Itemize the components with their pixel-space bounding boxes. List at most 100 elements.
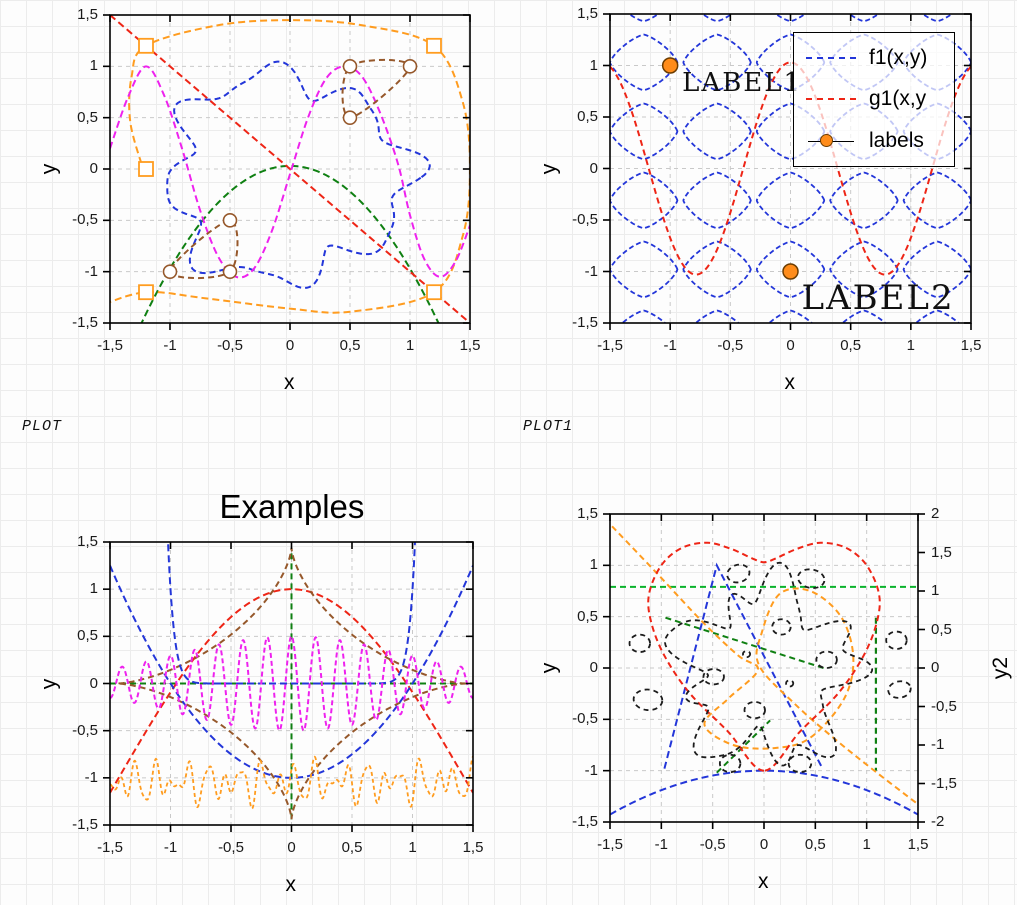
darkgreen-seg-a [665,616,824,669]
y-tick-label: 0,5 [577,607,598,625]
y-tick-label: -1,5 [572,314,598,331]
x-tick-label: 1,5 [960,337,982,354]
brown-circle-markers [342,59,358,74]
x-tick-label: 0 [285,337,295,354]
y2-tick-label: -2 [931,813,945,830]
brown-astroid [117,547,466,820]
legend[interactable]: f1(x,y) g1(x,y labels [793,32,955,167]
blue-bottom-arc [610,769,918,816]
y2-axis-label: y2 [989,656,1013,680]
g1-curve [610,61,971,276]
brown-circle-markers [342,110,358,125]
x-axis-label: x [285,873,297,896]
black-small-blobs [702,668,725,686]
black-small-blobs [887,680,912,699]
black-small-blobs [885,630,908,650]
label-dots [782,263,799,280]
x-tick-label: 0,5 [339,337,361,354]
black-small-blobs [718,753,742,774]
black-small-blobs [785,679,795,688]
orange-square-markers [138,284,154,301]
f1-contour-blobs [682,102,752,161]
brown-circle-markers [222,264,238,279]
plot-canvas [103,541,474,832]
legend-marker-swatch [806,134,856,148]
point-label: LABEL2 [801,277,955,318]
f1-contour-blobs [610,240,679,299]
y-tick-label: 0,5 [77,627,98,645]
x-tick-label: -1,5 [97,839,123,856]
plot-canvas [103,14,471,330]
plot-top-right[interactable]: -1,5 -1 -0,5 0 0,5 1 1,5 1,5 1 0,5 0 -0,5 -1 -1,5 x y LA… [537,5,981,394]
legend-dash-line [806,56,856,59]
caption-plot1: PLOT1 [523,418,574,435]
x-tick-label: 0 [786,337,795,354]
y2-tick-label: 1,5 [931,543,952,561]
red-heart [647,541,881,772]
x-tick-label: 1 [862,836,871,853]
blue-power20 [167,542,416,685]
y-tick-label: -1,5 [72,314,98,331]
x-tick-label: 0,5 [804,836,826,853]
y-tick-label: -0,5 [72,721,98,739]
f1-contour-blobs [610,171,679,230]
f1-contour-blobs [610,33,679,92]
legend-item-label: g1(x,y [869,87,927,111]
f1-contour-blobs [682,171,752,230]
y-tick-label: -1 [84,262,98,280]
black-small-blobs [815,650,838,669]
y-tick-label: 0 [89,160,98,177]
x-tick-label: 0 [759,836,769,853]
y-axis-label: y [37,678,61,689]
legend-item: labels [806,129,946,153]
f1-contour-blobs [682,33,752,92]
x-tick-label: -1 [654,836,668,853]
series-group [610,525,918,816]
y-tick-label: 1,5 [577,5,598,22]
x-axis-label: x [284,371,295,394]
legend-dash-line [806,98,856,101]
markers-group [138,37,442,301]
y-tick-label: 1 [89,580,98,598]
y-tick-label: -0,5 [72,211,98,229]
legend-item: g1(x,y [806,87,946,111]
axes-frame [603,513,925,829]
black-small-blobs [742,650,752,659]
brown-circle-markers [162,264,178,279]
x-tick-label: 0,5 [840,337,862,354]
brown-triangle-upper [341,58,412,119]
caption-plot: PLOT [22,418,63,435]
x-tick-label: -0,5 [217,337,243,354]
brown-circle-markers [402,59,418,74]
x-tick-label: 1 [405,337,415,354]
f1-contour-blobs [847,14,881,23]
y-tick-label: 0,5 [77,108,98,126]
orange-square-markers [426,284,442,301]
f1-contour-blobs [829,240,899,299]
x-tick-label: -1 [163,337,177,354]
markers-group [661,57,799,280]
x-tick-label: 1,5 [907,836,929,853]
y-tick-label: -1 [84,768,98,786]
plot-canvas [603,513,925,829]
x-tick-label: -0,5 [218,839,244,856]
f1-contour-blobs [829,171,899,230]
legend-item: f1(x,y) [806,46,946,70]
y-tick-label: 0 [89,674,98,692]
y2-tick-label: -1 [931,736,945,753]
blue-triangle-lines [663,562,823,769]
f1-contour-blobs [627,14,660,23]
plot-bottom-left[interactable]: -1,5 -1 -0,5 0 0,5 1 1,5 1,5 1 0,5 0 -0,5 -1 -1,5 x y Ex… [37,488,483,896]
legend-line-swatch [806,51,856,65]
f1-contour-blobs [700,14,734,23]
black-small-blobs [726,563,751,584]
red-line [110,15,470,323]
black-small-blobs [797,568,826,589]
label-dots [661,57,679,74]
orange-square-markers [426,37,442,54]
y-tick-label: 1 [89,57,98,75]
plot-top-left[interactable]: -1,5 -1 -0,5 0 0,5 1 1,5 1,5 1 0,5 0 -0,5 -1 -1,5 x y [37,6,480,394]
plot-bottom-right[interactable]: -1,5 -1 -0,5 0 0,5 1 1,5 1,5 1 0,5 0 -0,5 -1 -1,5 2 1,5… [537,505,1012,893]
legend-item-label: f1(x,y) [869,45,928,69]
